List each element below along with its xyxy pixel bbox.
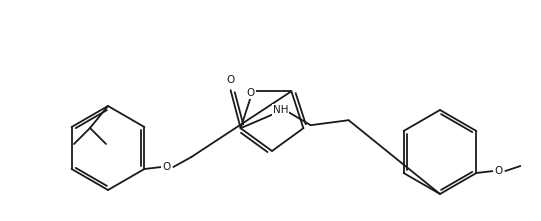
Text: O: O <box>227 75 235 85</box>
Text: O: O <box>494 166 503 176</box>
Text: O: O <box>162 162 170 172</box>
Text: O: O <box>247 88 255 98</box>
Text: NH: NH <box>273 105 288 115</box>
